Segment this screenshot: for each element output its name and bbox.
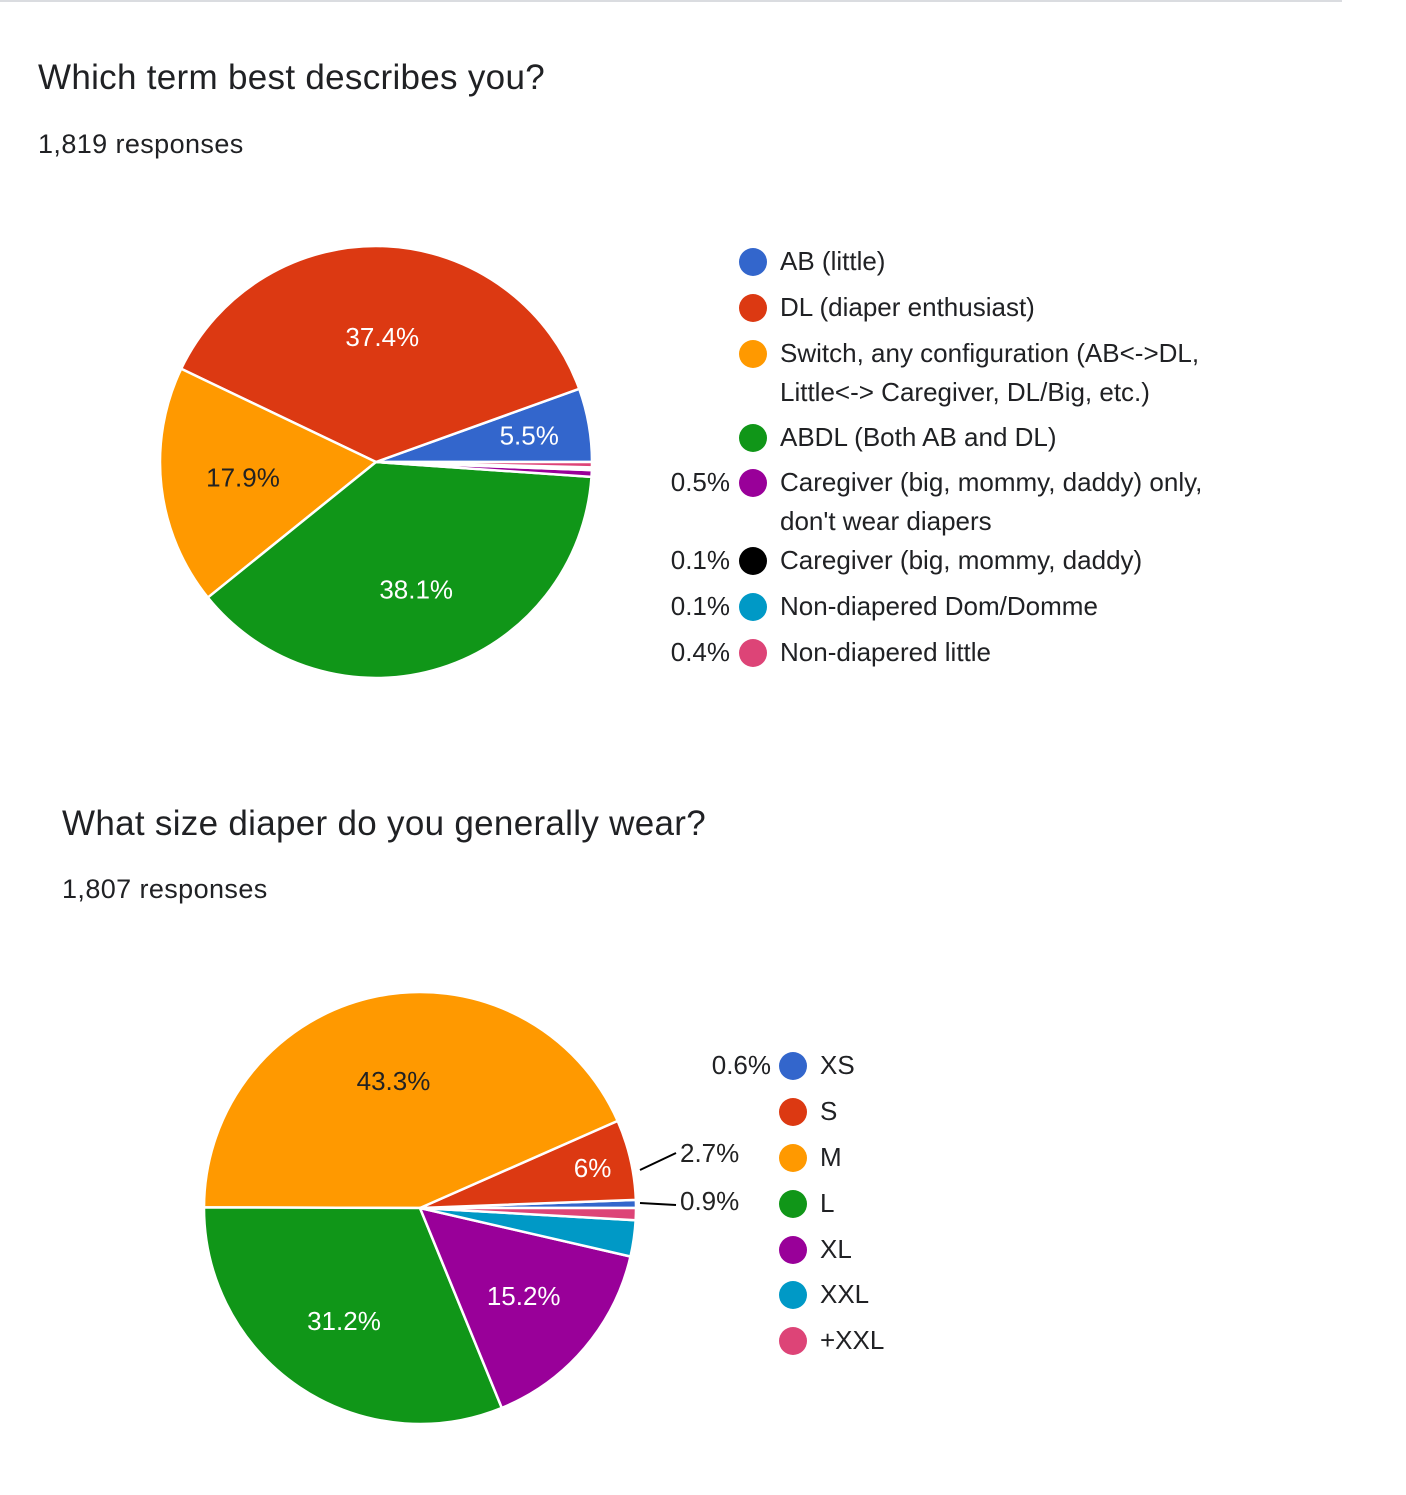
data-label: 17.9% [206,463,280,493]
legend-label: L [820,1188,835,1218]
legend-label: DL (diaper enthusiast) [780,292,1035,322]
legend-label: XL [820,1234,852,1264]
data-label: 0.9% [680,1186,739,1216]
question-card-term: Which term best describes you? 1,819 res… [0,0,1406,740]
legend-percent: 0.1% [670,545,730,575]
legend-label: Caregiver (big, mommy, daddy) [780,545,1143,575]
question-title: Which term best describes you? [38,58,545,97]
data-label: 6% [574,1153,612,1183]
pie-slice-abdl-both-ab-and-dl[interactable] [206,460,593,680]
legend-label: M [820,1142,842,1172]
pie-slice-l[interactable] [202,1206,504,1426]
legend-percent: 0.4% [670,637,730,667]
legend-label: XS [820,1050,855,1080]
data-label: 38.1% [379,575,453,605]
legend-swatch-icon [739,469,767,497]
pie-slice-xl[interactable] [418,1206,632,1410]
data-label: 43.3% [357,1066,431,1096]
legend-label: XXL [820,1279,870,1309]
legend-swatch-icon [739,248,767,276]
data-label: 5.5% [500,420,559,450]
pie-slice-dl-diaper-enthusiast[interactable] [179,244,581,464]
pie-chart: 6% 43.3% 31.2% 15.2% 2.7% 0.9% [202,990,739,1426]
legend-swatch-icon [739,639,767,667]
legend-swatch-icon [779,1144,807,1172]
top-divider [0,0,1342,2]
data-label-leader [639,1152,677,1171]
data-label: 31.2% [307,1306,381,1336]
pie-chart: 5.5% 37.4% 17.9% 38.1% [158,244,594,680]
legend-swatch-icon [779,1236,807,1264]
question-card-size: What size diaper do you generally wear? … [0,770,1406,1495]
pie-slice-m[interactable] [202,990,619,1210]
pie-slice-xxl[interactable] [418,1206,638,1222]
legend-label: Non-diapered Dom/Domme [780,591,1098,621]
legend-swatch-icon [779,1327,807,1355]
legend-label: Caregiver (big, mommy, daddy) only, don'… [780,467,1203,536]
data-label: 2.7% [680,1138,739,1168]
legend-swatch-icon [739,294,767,322]
legend-percent: 0.1% [670,591,730,621]
pie-slice-non-diapered-little[interactable] [374,460,594,469]
legend-swatch-icon [739,547,767,575]
data-label: 37.4% [345,322,419,352]
legend-label: Switch, any configuration (AB<->DL, Litt… [780,338,1200,407]
data-label: 15.2% [487,1281,561,1311]
legend-label: S [820,1096,838,1126]
legend-swatch-icon [779,1281,807,1309]
legend-label: AB (little) [780,246,886,276]
legend-label: +XXL [820,1325,885,1355]
legend-swatch-icon [739,340,767,368]
response-count: 1,819 responses [38,129,244,159]
legend-percent: 0.6% [711,1050,771,1080]
legend-percent: 0.5% [670,467,730,497]
question-title: What size diaper do you generally wear? [62,804,706,843]
response-count: 1,807 responses [62,874,268,904]
legend-label: Non-diapered little [780,637,992,667]
legend-swatch-icon [779,1052,807,1080]
legend-swatch-icon [779,1190,807,1218]
legend-swatch-icon [739,593,767,621]
legend-swatch-icon [779,1098,807,1126]
pie-slice-switch-any-configuration-ab-dl-little-caregiver-dl-big-etc[interactable] [158,367,378,599]
data-label-leader [639,1202,677,1206]
legend-label: ABDL (Both AB and DL) [780,422,1057,452]
legend-swatch-icon [739,424,767,452]
